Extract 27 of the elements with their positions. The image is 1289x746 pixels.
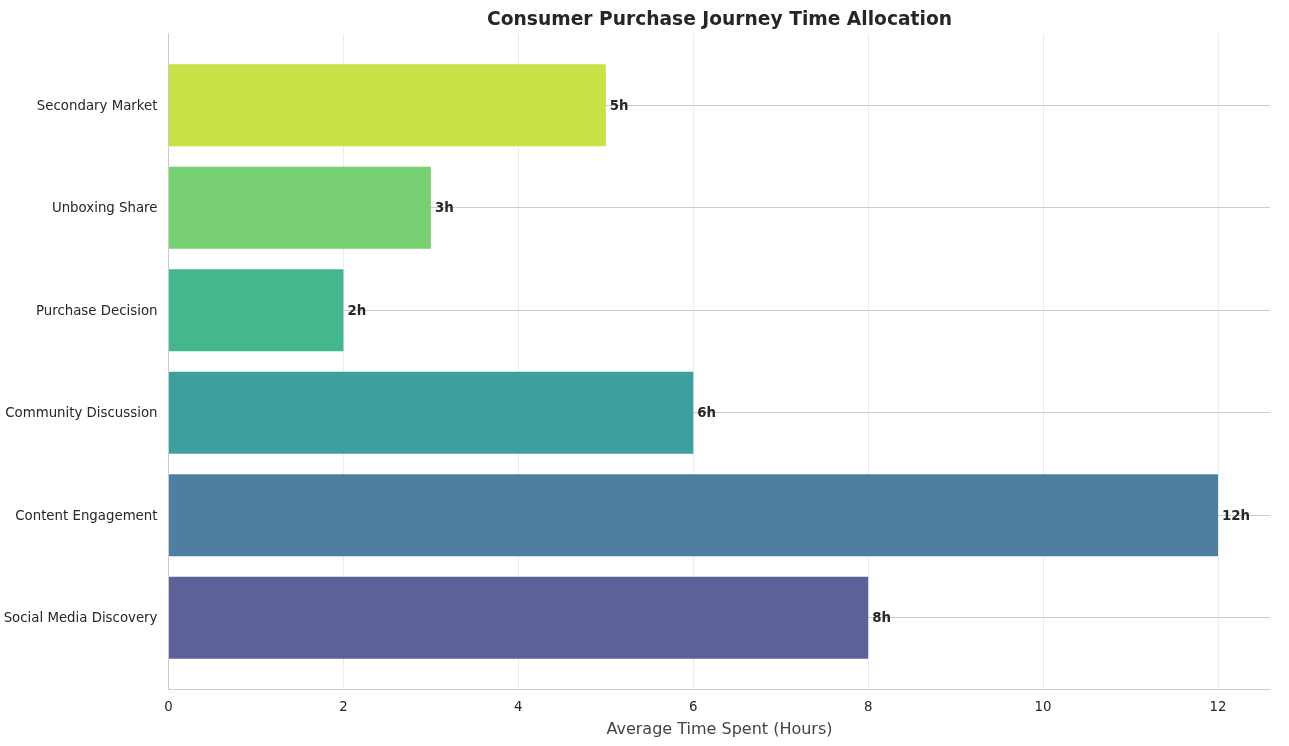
y-tick-label: Social Media Discovery [3, 610, 158, 626]
x-tick-label: 10 [1034, 698, 1052, 714]
bar [168, 269, 344, 352]
y-tick-label: Purchase Decision [36, 302, 158, 318]
y-tick-label: Community Discussion [5, 405, 158, 421]
x-axis-title: Average Time Spent (Hours) [606, 718, 833, 738]
x-tick-label: 4 [514, 698, 523, 714]
x-tick-label: 0 [164, 698, 173, 714]
y-tick-label: Unboxing Share [51, 200, 158, 216]
x-tick-label: 8 [863, 698, 873, 714]
x-tick-label: 6 [689, 698, 698, 714]
x-tick-label: 12 [1209, 698, 1227, 714]
y-tick-label: Content Engagement [15, 507, 158, 523]
data-label: 8h [872, 610, 891, 626]
data-label: 6h [697, 405, 717, 421]
bar [168, 64, 606, 147]
bar [168, 371, 694, 454]
chart-title: Consumer Purchase Journey Time Allocation [487, 7, 952, 29]
data-label: 5h [609, 97, 629, 113]
bar [168, 474, 1219, 557]
bar [168, 166, 431, 249]
data-label: 2h [347, 302, 367, 318]
x-tick-label: 2 [339, 698, 348, 714]
data-label: 3h [434, 200, 454, 216]
bar [168, 576, 869, 659]
y-tick-label: Secondary Market [36, 97, 158, 113]
data-label: 12h [1222, 507, 1251, 523]
